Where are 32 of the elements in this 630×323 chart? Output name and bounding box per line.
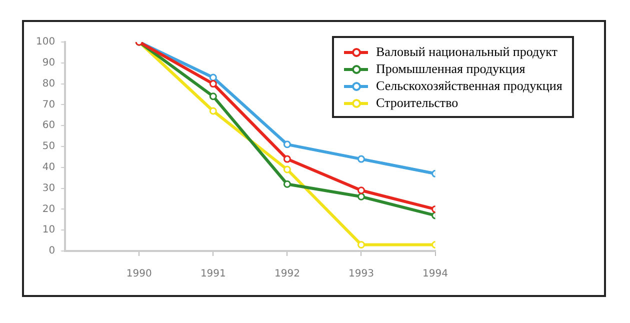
y-tick-label: 20 — [42, 204, 56, 215]
y-tick-label: 10 — [42, 224, 56, 236]
y-tick-label: 90 — [42, 57, 56, 68]
y-tick-label: 0 — [48, 246, 56, 257]
point — [283, 155, 291, 163]
legend-label: Сельскохозяйственная продукция — [376, 77, 562, 94]
y-tick-label: 70 — [42, 99, 56, 110]
point — [283, 140, 291, 148]
point — [209, 74, 217, 82]
legend-label: Валовый национальный продукт — [376, 43, 558, 60]
x-tick-label: 1994 — [422, 268, 448, 280]
legend-label: Строительство — [376, 94, 458, 111]
x-tick-label: 1992 — [274, 268, 300, 280]
point — [283, 180, 291, 188]
point — [209, 80, 217, 88]
point — [357, 240, 365, 248]
point — [357, 155, 365, 163]
y-tick-label: 40 — [42, 162, 56, 173]
y-tick-label: 100 — [36, 36, 56, 48]
point — [283, 166, 291, 174]
y-tick-label: 80 — [42, 78, 56, 90]
point — [209, 92, 217, 100]
x-tick-label: 1993 — [348, 268, 374, 280]
x-tick-label: 1990 — [126, 268, 152, 280]
y-tick-label: 30 — [42, 182, 56, 194]
y-tick-label: 60 — [42, 120, 56, 132]
point — [209, 107, 217, 115]
legend-label: Промышленная продукция — [376, 60, 526, 77]
y-tick-label: 50 — [42, 141, 56, 152]
point — [357, 192, 365, 200]
x-tick-label: 1991 — [200, 268, 226, 280]
point — [357, 186, 365, 194]
